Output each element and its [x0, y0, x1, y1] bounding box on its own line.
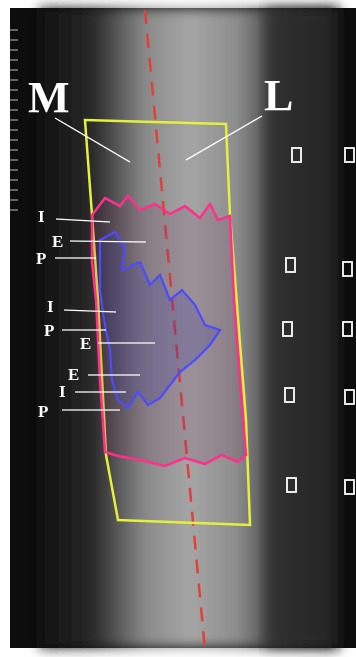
- annotation: I: [38, 207, 45, 226]
- xray-figure: M L I E P I P E E I P: [0, 0, 356, 657]
- annotation: I: [59, 382, 66, 401]
- medial-label: M: [28, 73, 70, 122]
- lateral-label: L: [264, 71, 293, 120]
- annotation: P: [44, 321, 54, 340]
- annotation: E: [52, 232, 63, 251]
- annotation: E: [80, 334, 91, 353]
- annotation: P: [36, 249, 46, 268]
- annotation: I: [47, 297, 54, 316]
- annotation: P: [38, 402, 48, 421]
- annotation: E: [68, 365, 79, 384]
